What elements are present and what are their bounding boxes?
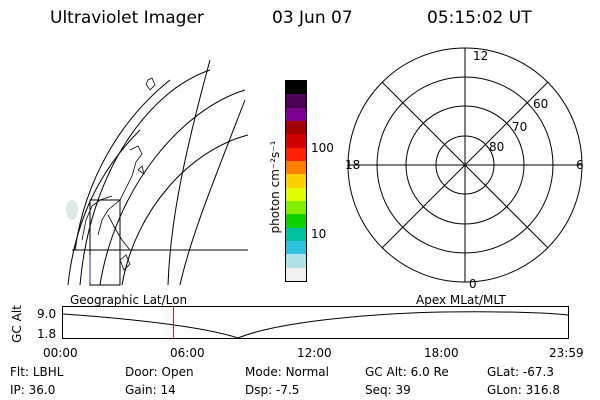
colorbar-band — [286, 107, 306, 121]
lat-label-70: 70 — [512, 120, 527, 134]
colorbar-band — [286, 81, 306, 95]
status-glon: GLon: 316.8 — [487, 383, 560, 397]
map-coastline — [97, 145, 143, 236]
map-coastline — [137, 165, 145, 175]
altitude-tick-low: 1.8 — [37, 327, 57, 341]
altitude-plot-frame — [62, 306, 569, 339]
colorbar-band — [286, 94, 306, 108]
observation-date: 03 Jun 07 — [272, 8, 353, 28]
colorbar-band — [286, 214, 306, 228]
lat-label-60: 60 — [533, 97, 548, 111]
map-graticule-line — [74, 79, 171, 251]
colorbar-band — [286, 174, 306, 188]
colorbar-band — [286, 227, 306, 241]
mlt-label-18: 18 — [345, 158, 360, 172]
colorbar-band — [286, 200, 306, 215]
map-coastline — [119, 254, 131, 271]
colorbar-tick-10: 10 — [311, 227, 327, 241]
observation-time: 05:15:02 UT — [427, 8, 532, 28]
polar-plot: 12 18 6 0 60 70 80 — [345, 47, 584, 291]
map-graticule-line — [99, 89, 246, 286]
mlt-label-0: 0 — [469, 277, 477, 291]
time-tick-2359: 23:59 — [549, 346, 584, 360]
mlt-label-6: 6 — [576, 158, 584, 172]
colorbar-band — [286, 187, 306, 201]
colorbar-band — [286, 254, 306, 268]
altitude-curve — [62, 311, 569, 339]
colorbar-band — [286, 240, 306, 255]
altitude-tick-high: 9.0 — [37, 307, 57, 321]
map-coastline — [145, 77, 156, 91]
status-dsp: Dsp: -7.5 — [245, 383, 300, 397]
instrument-title: Ultraviolet Imager — [50, 8, 204, 28]
map-graticule-line — [167, 59, 211, 286]
status-gc-alt: GC Alt: 6.0 Re — [365, 365, 449, 379]
aurora-emission-patch — [66, 200, 78, 220]
map-coastline — [81, 195, 113, 241]
time-tick-0600: 06:00 — [170, 346, 205, 360]
colorbar-unit-label: photon cm⁻²s⁻¹ — [268, 140, 282, 234]
colorbar-band — [286, 120, 306, 135]
altitude-axis-label: GC Alt — [10, 305, 24, 343]
mlt-label-12: 12 — [473, 49, 488, 63]
status-gain: Gain: 14 — [125, 383, 176, 397]
map-graticule-line — [79, 69, 211, 286]
time-tick-1200: 12:00 — [297, 346, 332, 360]
status-seq: Seq: 39 — [365, 383, 411, 397]
geographic-panel-label: Geographic Lat/Lon — [70, 293, 188, 307]
time-tick-0000: 00:00 — [43, 346, 78, 360]
map-graticule-box — [89, 199, 121, 286]
map-graticule-line — [121, 134, 249, 286]
colorbar-band — [286, 267, 306, 281]
polar-panel-label: Apex MLat/MLT — [416, 293, 506, 307]
altitude-plot — [62, 306, 569, 339]
geographic-map — [66, 59, 249, 286]
time-tick-1800: 18:00 — [424, 346, 459, 360]
status-mode: Mode: Normal — [245, 365, 329, 379]
colorbar-tick-100: 100 — [311, 141, 334, 155]
polar-diagonal — [381, 81, 549, 249]
map-graticule-line — [179, 99, 246, 286]
lat-label-80: 80 — [489, 140, 504, 154]
status-glat: GLat: -67.3 — [487, 365, 554, 379]
status-ip: IP: 36.0 — [10, 383, 56, 397]
map-graticule-line — [67, 129, 141, 286]
colorbar-band — [286, 160, 306, 175]
map-coastline — [107, 214, 131, 251]
status-door: Door: Open — [125, 365, 194, 379]
colorbar-band — [286, 134, 306, 148]
colorbar-band — [286, 147, 306, 161]
status-filter: Flt: LBHL — [10, 365, 64, 379]
colorbar — [285, 80, 307, 282]
